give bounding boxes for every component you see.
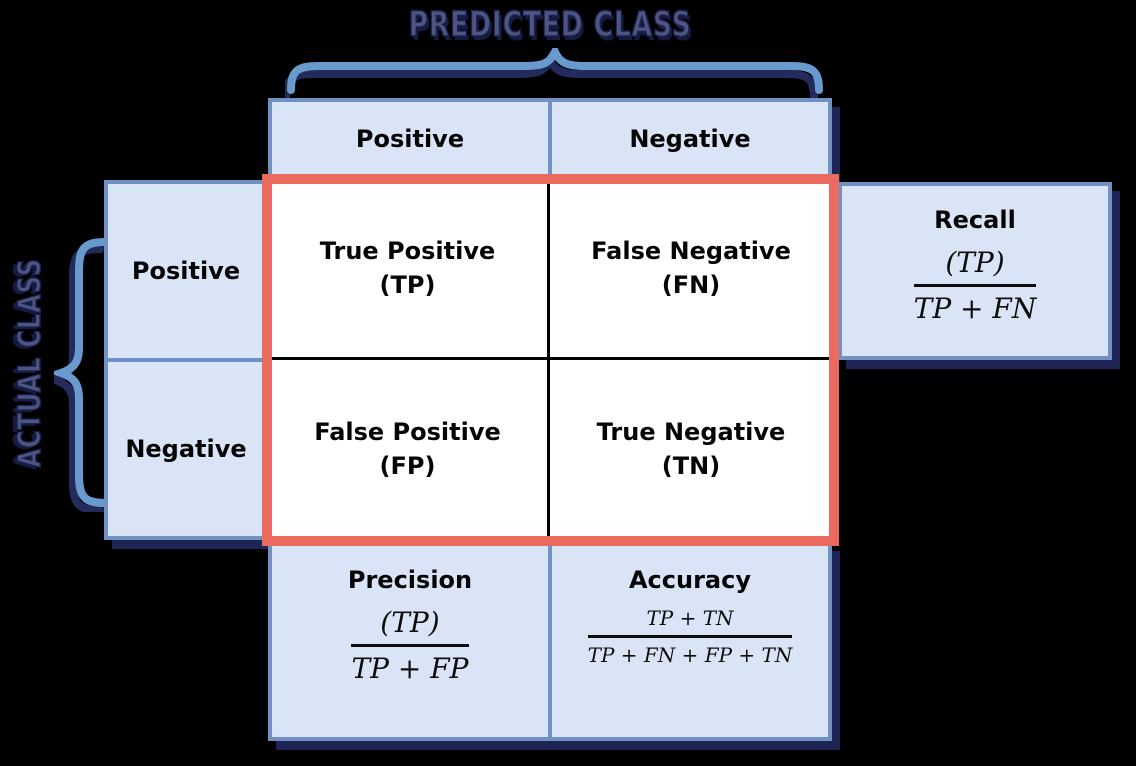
row-header-negative-label: Negative (125, 435, 247, 463)
cell-true-negative: True Negative (TN) (550, 360, 832, 540)
cell-false-negative-abbr: (FN) (661, 270, 721, 299)
column-header-positive-label: Positive (355, 125, 465, 153)
row-header-negative: Negative (108, 362, 264, 536)
recall-numerator: (TP) (913, 246, 1037, 287)
accuracy-box: Accuracy TP + TN TP + FN + FP + TN (552, 546, 828, 737)
cell-false-positive-name: False Positive (314, 418, 501, 447)
cell-false-positive-abbr: (FP) (379, 452, 436, 480)
row-header-positive: Positive (108, 184, 264, 362)
actual-class-title: ACTUAL CLASS (7, 255, 53, 471)
cell-true-positive-name: True Positive (319, 236, 496, 265)
accuracy-numerator: TP + TN (587, 606, 793, 638)
column-header-row: Positive Negative (268, 98, 832, 180)
recall-formula: (TP) TP + FN (913, 246, 1037, 325)
predicted-class-title-text: PREDICTED CLASS (408, 4, 692, 46)
actual-class-title-text: ACTUAL CLASS (11, 258, 48, 469)
cell-true-negative-abbr: (TN) (661, 452, 721, 480)
column-header-positive: Positive (272, 102, 552, 176)
precision-formula: (TP) TP + FP (351, 606, 469, 685)
recall-box: Recall (TP) TP + FN (838, 182, 1112, 360)
matrix-core: True Positive (TP) False Negative (FN) F… (268, 180, 832, 540)
accuracy-denominator: TP + FN + FP + TN (587, 643, 793, 667)
actual-brace-icon (54, 238, 110, 512)
recall-label: Recall (934, 206, 1016, 234)
predicted-brace-icon (285, 48, 823, 98)
cell-true-positive-abbr: (TP) (379, 270, 436, 299)
row-header-column: Positive Negative (104, 180, 268, 540)
precision-label: Precision (347, 566, 473, 594)
predicted-class-title: PREDICTED CLASS (250, 2, 850, 48)
precision-box: Precision (TP) TP + FP (272, 546, 552, 737)
accuracy-label: Accuracy (628, 566, 751, 594)
cell-true-negative-name: True Negative (596, 418, 786, 447)
cell-true-positive: True Positive (TP) (268, 180, 550, 360)
cell-false-negative-name: False Negative (591, 236, 791, 265)
cell-false-positive: False Positive (FP) (268, 360, 550, 540)
column-header-negative: Negative (552, 102, 828, 176)
bottom-metric-row: Precision (TP) TP + FP Accuracy TP + TN … (268, 542, 832, 741)
recall-denominator: TP + FN (913, 292, 1037, 325)
precision-denominator: TP + FP (351, 652, 469, 685)
row-header-positive-label: Positive (131, 257, 241, 285)
column-header-negative-label: Negative (629, 125, 751, 153)
accuracy-formula: TP + TN TP + FN + FP + TN (587, 606, 793, 667)
precision-numerator: (TP) (351, 606, 469, 647)
cell-false-negative: False Negative (FN) (550, 180, 832, 360)
